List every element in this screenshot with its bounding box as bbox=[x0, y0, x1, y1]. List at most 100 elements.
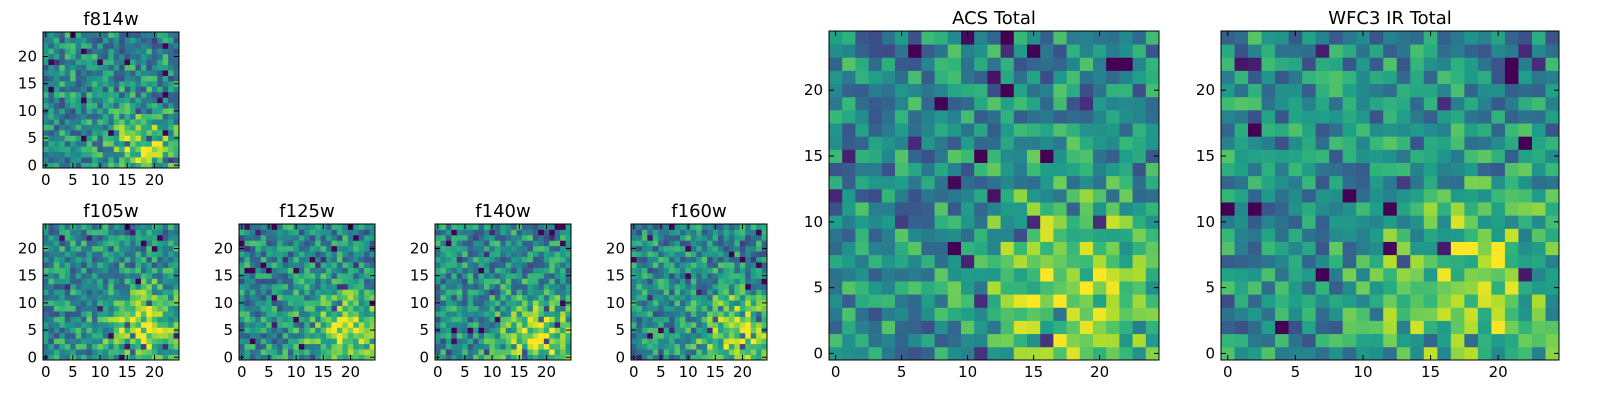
heatmap-cell bbox=[304, 300, 311, 306]
heatmap-cell bbox=[81, 234, 87, 241]
heatmap-cell bbox=[532, 251, 539, 258]
heatmap-cell bbox=[347, 343, 354, 350]
heatmap-cell bbox=[728, 272, 735, 279]
heatmap-cell bbox=[119, 108, 125, 114]
heatmap-cell bbox=[1000, 281, 1015, 295]
heatmap-cell bbox=[173, 113, 180, 120]
heatmap-cell bbox=[532, 267, 539, 274]
heatmap-cell bbox=[1450, 70, 1465, 85]
heatmap-cell bbox=[1477, 96, 1492, 111]
heatmap-cell bbox=[1000, 70, 1015, 85]
x-tick-label: 5 bbox=[68, 171, 78, 189]
heatmap-cell bbox=[1477, 294, 1492, 308]
x-tick-label: 5 bbox=[68, 363, 78, 381]
heatmap-cell bbox=[151, 37, 158, 44]
heatmap-cell bbox=[1383, 202, 1398, 216]
heatmap-cell bbox=[868, 320, 883, 335]
heatmap-cell bbox=[1383, 96, 1398, 111]
heatmap-cell bbox=[1423, 96, 1438, 111]
heatmap-cell bbox=[549, 256, 556, 263]
heatmap-cell bbox=[462, 343, 469, 350]
y-tick-label: 10 bbox=[606, 294, 625, 312]
heatmap-cell bbox=[97, 316, 104, 323]
heatmap-cell bbox=[636, 256, 643, 263]
heatmap-cell bbox=[146, 305, 153, 312]
heatmap-cell bbox=[130, 256, 136, 263]
heatmap-cell bbox=[739, 294, 746, 301]
heatmap-cell bbox=[987, 31, 1001, 45]
heatmap-cell bbox=[157, 262, 164, 268]
heatmap-cell bbox=[1342, 294, 1357, 308]
heatmap-cell bbox=[532, 283, 539, 290]
heatmap-cell bbox=[320, 245, 327, 252]
heatmap-cell bbox=[277, 245, 283, 252]
heatmap-cell bbox=[445, 262, 452, 268]
heatmap-cell bbox=[1132, 149, 1147, 163]
heatmap-cell bbox=[565, 332, 572, 339]
heatmap-cell bbox=[168, 321, 174, 328]
heatmap-cell bbox=[1234, 267, 1249, 282]
heatmap-cell bbox=[135, 316, 142, 323]
heatmap-cell bbox=[505, 272, 512, 279]
heatmap-cell bbox=[478, 272, 485, 279]
heatmap-cell bbox=[59, 162, 66, 169]
y-tick-label: 10 bbox=[410, 294, 429, 312]
heatmap-cell bbox=[287, 316, 294, 323]
heatmap-cell bbox=[921, 320, 935, 335]
heatmap-cell bbox=[483, 272, 490, 279]
heatmap-cell bbox=[59, 146, 66, 153]
heatmap-cell bbox=[483, 240, 490, 247]
heatmap-cell bbox=[358, 245, 365, 252]
heatmap-cell bbox=[1119, 109, 1133, 124]
heatmap-cell bbox=[43, 102, 49, 109]
heatmap-cell bbox=[1145, 149, 1160, 163]
heatmap-cell bbox=[1491, 215, 1506, 229]
heatmap-cell bbox=[146, 321, 153, 328]
heatmap-cell bbox=[64, 75, 71, 82]
heatmap-cell bbox=[108, 48, 115, 55]
heatmap-cell bbox=[723, 278, 730, 285]
heatmap-cell bbox=[140, 86, 147, 93]
heatmap-cell bbox=[829, 31, 843, 45]
heatmap-cell bbox=[842, 241, 856, 256]
heatmap-cell bbox=[842, 202, 856, 216]
heatmap-cell bbox=[1093, 281, 1107, 295]
heatmap-cell bbox=[168, 37, 174, 44]
heatmap-cell bbox=[761, 262, 768, 268]
heatmap-cell bbox=[1261, 188, 1276, 203]
heatmap-cell bbox=[1053, 188, 1067, 203]
heatmap-cell bbox=[921, 149, 935, 163]
heatmap-cell bbox=[855, 294, 869, 308]
heatmap-cell bbox=[565, 349, 572, 355]
heatmap-cell bbox=[1000, 149, 1015, 163]
heatmap-cell bbox=[868, 70, 883, 85]
heatmap-cell bbox=[336, 349, 343, 355]
heatmap-cell bbox=[527, 283, 534, 290]
heatmap-cell bbox=[1079, 44, 1094, 58]
heatmap-cell bbox=[293, 343, 300, 350]
heatmap-cell bbox=[462, 251, 469, 258]
heatmap-cell bbox=[75, 113, 82, 120]
heatmap-cell bbox=[696, 311, 703, 317]
heatmap-cell bbox=[1315, 175, 1330, 190]
heatmap-cell bbox=[146, 108, 153, 114]
heatmap-cell bbox=[70, 321, 77, 328]
heatmap-cell bbox=[146, 267, 153, 274]
heatmap-cell bbox=[829, 267, 843, 282]
heatmap-cell bbox=[868, 31, 883, 45]
heatmap-cell bbox=[1093, 83, 1107, 98]
heatmap-cell bbox=[102, 124, 109, 131]
heatmap-cell bbox=[157, 240, 164, 247]
heatmap-cell bbox=[48, 311, 55, 317]
heatmap-cell bbox=[75, 129, 82, 136]
heatmap-cell bbox=[97, 262, 104, 268]
heatmap-cell bbox=[1383, 149, 1398, 163]
heatmap-cell bbox=[728, 294, 735, 301]
heatmap-cell bbox=[478, 343, 485, 350]
heatmap-cell bbox=[260, 245, 267, 252]
heatmap-cell bbox=[750, 305, 757, 312]
heatmap-cell bbox=[146, 48, 153, 55]
heatmap-cell bbox=[1261, 175, 1276, 190]
heatmap-cell bbox=[641, 234, 648, 241]
heatmap-cell bbox=[473, 262, 479, 268]
